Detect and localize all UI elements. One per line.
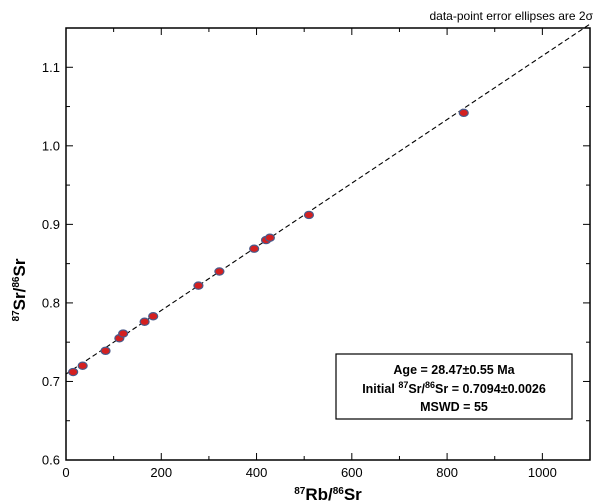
data-point [148,312,159,321]
y-tick-label: 0.6 [42,453,60,468]
data-point [249,244,260,253]
data-point [118,329,129,338]
x-tick-label: 0 [62,465,69,480]
data-point [214,267,225,276]
y-tick-label: 0.8 [42,295,60,310]
error-ellipse-note: data-point error ellipses are 2σ [430,9,594,23]
x-tick-label: 200 [150,465,172,480]
data-point [193,281,204,290]
data-point [264,233,275,242]
data-point [139,317,150,326]
y-tick-label: 1.0 [42,138,60,153]
x-tick-label: 1000 [528,465,557,480]
x-tick-label: 600 [341,465,363,480]
results-box: Age = 28.47±0.55 Ma Initial 87Sr/86Sr = … [335,353,573,420]
data-point [303,210,315,220]
x-tick-label: 400 [246,465,268,480]
axis-ticks [65,27,591,461]
tick-labels: 0 200 400 600 800 1000 0.6 0.7 0.8 0.9 1.0 1.1 [42,60,557,480]
x-tick-label: 800 [436,465,458,480]
data-point [68,367,79,377]
data-point [100,346,111,356]
age-result: Age = 28.47±0.55 Ma [393,363,515,377]
data-points [68,108,469,377]
x-axis-title: 87Rb/86Sr [294,485,362,504]
mswd-result: MSWD = 55 [420,400,488,414]
y-tick-label: 1.1 [42,60,60,75]
y-axis-title: 87Sr/86Sr [10,258,29,321]
y-tick-label: 0.7 [42,374,60,389]
data-point [77,361,88,370]
initial-ratio-result: Initial 87Sr/86Sr = 0.7094±0.0026 [362,380,546,396]
data-point [458,108,469,118]
y-tick-label: 0.9 [42,217,60,232]
